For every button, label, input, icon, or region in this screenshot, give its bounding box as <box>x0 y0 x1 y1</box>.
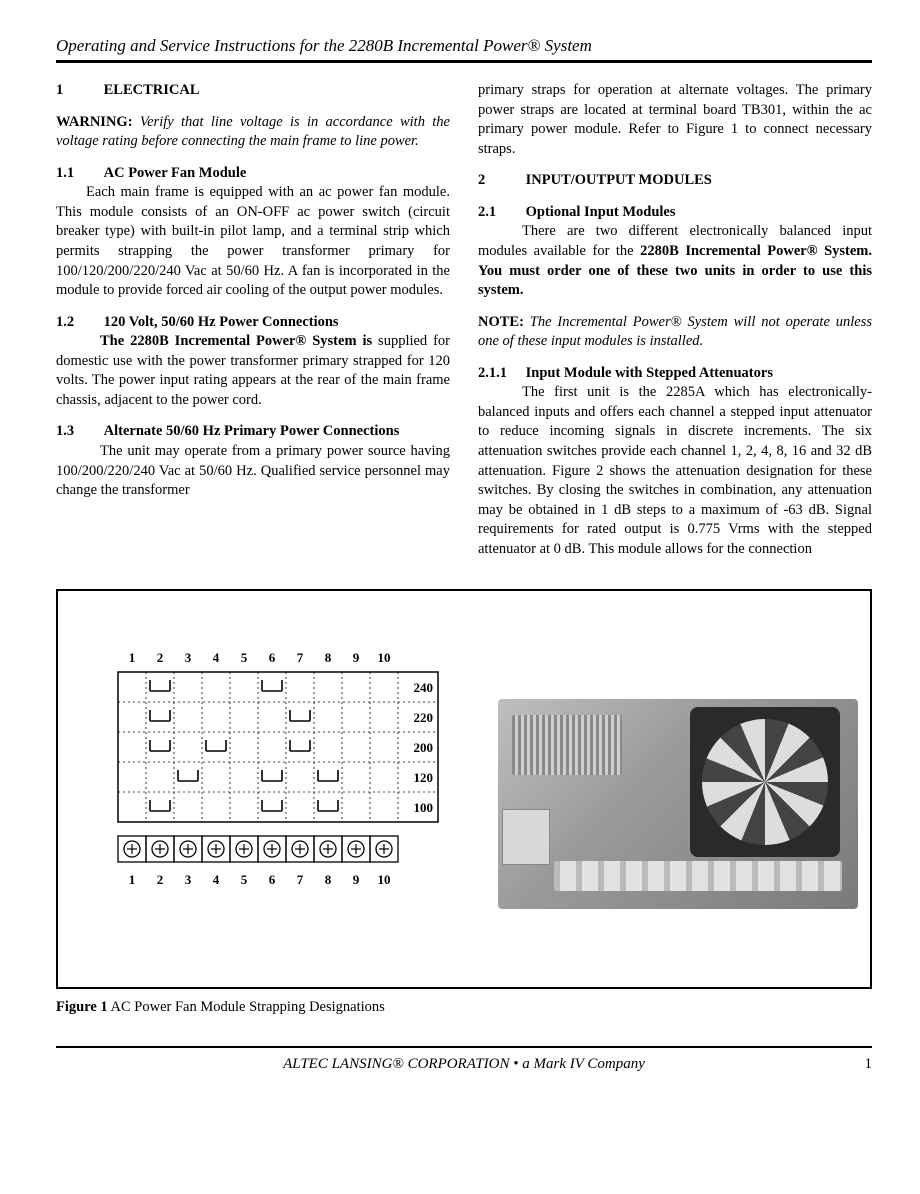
footer-corporation: ALTEC LANSING® CORPORATION • a Mark IV C… <box>283 1056 645 1073</box>
strapping-diagram: 1 2 3 4 5 6 7 8 9 10 240 220 200 120 100 1 2 3 4 5 6 7 8 9 10 <box>98 642 458 967</box>
figure-1-box: 1 2 3 4 5 6 7 8 9 10 240 220 200 120 100 1 2 3 4 5 6 7 8 9 10 <box>56 589 872 989</box>
section-title: AC Power Fan Module <box>104 165 247 181</box>
section-1-3-heading: 1.3 Alternate 50/60 Hz Primary Power Con… <box>56 422 450 442</box>
section-number: 1.2 <box>56 313 100 333</box>
continuation-paragraph: primary straps for operation at alternat… <box>478 81 872 159</box>
photo-terminal-strip <box>554 861 842 891</box>
warning-label: WARNING: <box>56 114 133 130</box>
section-1-2-body: The 2280B Incremental Power® System is s… <box>56 332 450 410</box>
svg-text:120: 120 <box>414 770 434 785</box>
note-label: NOTE: <box>478 314 524 330</box>
svg-text:9: 9 <box>353 872 360 887</box>
section-2-1-heading: 2.1 Optional Input Modules <box>478 203 872 223</box>
section-1-1-heading: 1.1 AC Power Fan Module <box>56 164 450 184</box>
svg-text:6: 6 <box>269 650 276 665</box>
document-header: Operating and Service Instructions for t… <box>56 36 872 63</box>
svg-text:2: 2 <box>157 872 164 887</box>
section-title: Alternate 50/60 Hz Primary Power Connect… <box>104 422 448 442</box>
section-number: 2.1.1 <box>478 364 522 384</box>
svg-text:8: 8 <box>325 650 332 665</box>
svg-text:3: 3 <box>185 872 192 887</box>
svg-text:220: 220 <box>414 710 434 725</box>
page-footer: ALTEC LANSING® CORPORATION • a Mark IV C… <box>56 1046 872 1073</box>
svg-text:10: 10 <box>378 650 391 665</box>
section-1-heading: 1 ELECTRICAL <box>56 81 450 101</box>
note-text: The Incremental Power® System will not o… <box>478 314 872 350</box>
photo-heatsink <box>512 715 622 775</box>
section-number: 1.1 <box>56 164 100 184</box>
svg-text:240: 240 <box>414 680 434 695</box>
svg-text:6: 6 <box>269 872 276 887</box>
figure-caption-text: AC Power Fan Module Strapping Designatio… <box>108 999 385 1015</box>
section-number: 2.1 <box>478 203 522 223</box>
svg-text:7: 7 <box>297 650 304 665</box>
section-number: 1.3 <box>56 422 100 442</box>
svg-text:3: 3 <box>185 650 192 665</box>
page-number: 1 <box>865 1056 873 1073</box>
figure-1-caption: Figure 1 AC Power Fan Module Strapping D… <box>56 999 872 1016</box>
svg-text:4: 4 <box>213 650 220 665</box>
note-paragraph: NOTE: The Incremental Power® System will… <box>478 313 872 352</box>
svg-text:1: 1 <box>129 872 136 887</box>
svg-text:2: 2 <box>157 650 164 665</box>
column-right: primary straps for operation at alternat… <box>478 81 872 571</box>
warning-paragraph: WARNING: Verify that line voltage is in … <box>56 113 450 152</box>
svg-text:1: 1 <box>129 650 136 665</box>
svg-text:100: 100 <box>414 800 434 815</box>
section-title: INPUT/OUTPUT MODULES <box>526 172 712 188</box>
section-2-1-1-body: The first unit is the 2285A which has el… <box>478 383 872 559</box>
section-1-2-lead: The 2280B Incremental Power® System is <box>56 333 372 349</box>
svg-text:7: 7 <box>297 872 304 887</box>
photo-connector <box>502 809 550 865</box>
figure-caption-label: Figure 1 <box>56 999 108 1015</box>
svg-text:5: 5 <box>241 650 248 665</box>
section-title: ELECTRICAL <box>104 82 200 98</box>
section-title: Input Module with Stepped Attenuators <box>526 365 773 381</box>
section-1-2-heading: 1.2 120 Volt, 50/60 Hz Power Connections <box>56 313 450 333</box>
section-title: Optional Input Modules <box>526 204 676 220</box>
section-2-1-body: There are two different electronically b… <box>478 222 872 300</box>
section-2-1-1-heading: 2.1.1 Input Module with Stepped Attenuat… <box>478 364 872 384</box>
section-number: 2 <box>478 171 522 191</box>
section-2-heading: 2 INPUT/OUTPUT MODULES <box>478 171 872 191</box>
two-column-body: 1 ELECTRICAL WARNING: Verify that line v… <box>56 81 872 571</box>
svg-text:10: 10 <box>378 872 391 887</box>
section-title: 120 Volt, 50/60 Hz Power Connections <box>104 314 339 330</box>
photo-fan <box>690 707 840 857</box>
svg-text:9: 9 <box>353 650 360 665</box>
section-1-3-body: The unit may operate from a primary powe… <box>56 442 450 501</box>
section-number: 1 <box>56 81 100 101</box>
module-photo <box>498 699 858 909</box>
page: Operating and Service Instructions for t… <box>0 0 920 1194</box>
svg-text:8: 8 <box>325 872 332 887</box>
svg-text:5: 5 <box>241 872 248 887</box>
svg-text:200: 200 <box>414 740 434 755</box>
strapping-svg: 1 2 3 4 5 6 7 8 9 10 240 220 200 120 100 1 2 3 4 5 6 7 8 9 10 <box>98 642 458 962</box>
column-left: 1 ELECTRICAL WARNING: Verify that line v… <box>56 81 450 571</box>
section-1-1-body: Each main frame is equipped with an ac p… <box>56 183 450 300</box>
svg-text:4: 4 <box>213 872 220 887</box>
